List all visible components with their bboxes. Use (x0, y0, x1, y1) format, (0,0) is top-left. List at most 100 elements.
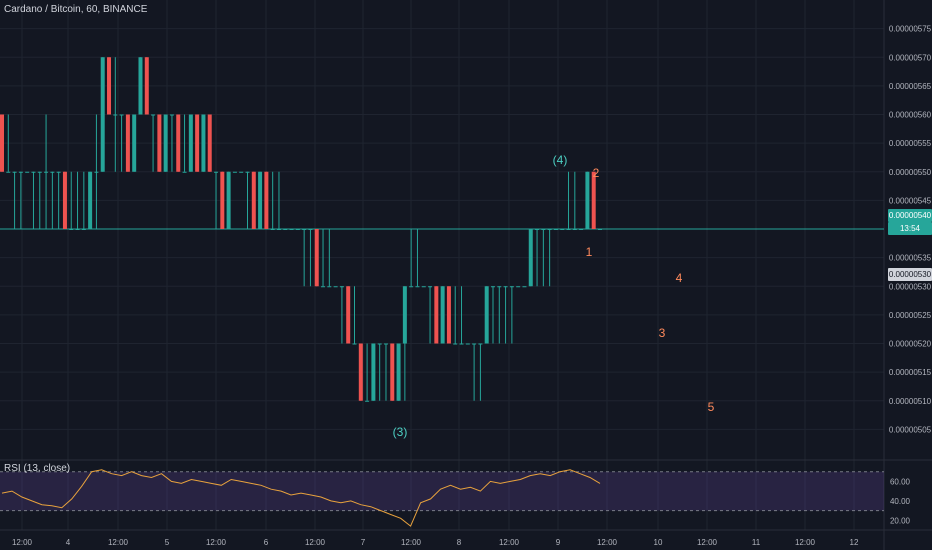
candle-body (119, 114, 124, 116)
rsi-tick-label: 60.00 (890, 477, 911, 486)
candle-body (295, 229, 300, 230)
y-tick-label: 0.00000535 (889, 254, 932, 263)
candle-body (541, 229, 546, 230)
x-tick-label: 12:00 (206, 538, 227, 547)
candle-body (346, 286, 351, 344)
candle-body (465, 343, 470, 345)
x-tick-label: 12:00 (12, 538, 33, 547)
x-tick-label: 12:00 (597, 538, 618, 547)
candle-body (516, 286, 521, 288)
candle-body (69, 229, 74, 230)
candle-body (88, 171, 93, 229)
rsi-line (1, 469, 601, 527)
x-tick-label: 7 (361, 538, 366, 547)
candle-body (321, 286, 326, 288)
candle-body (390, 343, 395, 401)
candle-body (270, 229, 275, 230)
candle-body (383, 343, 388, 345)
x-tick-label: 10 (654, 538, 663, 547)
candle-body (182, 171, 187, 173)
candle-body (459, 343, 464, 345)
x-tick-label: 9 (556, 538, 561, 547)
wave-label-3: (3) (393, 425, 408, 439)
candle-body (497, 286, 502, 288)
candle-body (409, 286, 414, 288)
rsi-title: RSI (13, close) (4, 463, 71, 474)
candle-body (314, 229, 319, 287)
candle-body (421, 286, 426, 288)
candle-body (258, 171, 263, 229)
candle-body (598, 229, 602, 230)
last-price-label: 0.00000540 (888, 209, 932, 222)
candle-body (365, 400, 370, 402)
y-tick-label: 0.00000530 (889, 282, 932, 291)
wave-label-3-minor: 3 (659, 326, 666, 340)
countdown-label: 13:54 (888, 222, 932, 235)
candle-body (522, 286, 527, 288)
candle-body (37, 171, 42, 173)
candle-body (94, 171, 99, 173)
candle-body (478, 343, 483, 345)
candle-body (352, 343, 357, 345)
candle-body (138, 57, 143, 115)
y-tick-label: 0.00000505 (889, 425, 932, 434)
candle-body (232, 171, 237, 173)
candle-body (201, 114, 206, 172)
candle-body (157, 114, 162, 172)
chart-title: Cardano / Bitcoin, 60, BINANCE (4, 4, 148, 15)
wave-label-4-minor: 4 (676, 271, 683, 285)
x-tick-label: 12:00 (401, 538, 422, 547)
candle-body (585, 171, 590, 229)
candle-body (415, 286, 420, 288)
candle-body (245, 171, 250, 173)
candle-body (358, 343, 363, 401)
candle-body (402, 286, 407, 344)
candle-body (75, 229, 80, 230)
candle-body (169, 114, 174, 116)
y-tick-label: 0.00000560 (889, 111, 932, 120)
candle-body (220, 171, 225, 229)
candle-body (560, 229, 565, 230)
y-tick-label: 0.00000575 (889, 25, 932, 34)
wave-label-2: 2 (593, 166, 600, 180)
candle-body (163, 114, 168, 172)
candle-body (503, 286, 508, 288)
candle-body (327, 286, 332, 288)
rsi-tick-label: 40.00 (890, 497, 911, 506)
candle-body (509, 286, 514, 288)
x-tick-label: 4 (66, 538, 71, 547)
candle-body (12, 171, 17, 173)
candle-body (446, 286, 451, 344)
candle-body (50, 171, 55, 173)
candle-body (591, 171, 596, 229)
candle-body (434, 286, 439, 344)
candle-body (276, 229, 281, 230)
candle-body (371, 343, 376, 401)
candle-body (107, 57, 112, 115)
candle-body (490, 286, 495, 288)
candle-body (535, 229, 540, 230)
candle-body (528, 229, 533, 287)
candle-body (579, 229, 584, 230)
candle-body (239, 171, 244, 173)
candle-body (100, 57, 105, 172)
candle-body (207, 114, 212, 172)
rsi-band-fill (0, 471, 884, 511)
candle-body (566, 229, 571, 230)
candle-body (151, 114, 156, 116)
x-tick-label: 8 (457, 538, 462, 547)
candle-body (144, 57, 149, 115)
candle-body (125, 114, 130, 172)
y-tick-label: 0.00000550 (889, 168, 932, 177)
candle-body (283, 229, 288, 230)
x-tick-label: 12:00 (108, 538, 129, 547)
candle-body (453, 343, 458, 345)
candle-body (377, 343, 382, 345)
x-tick-label: 5 (165, 538, 170, 547)
x-tick-label: 12:00 (305, 538, 326, 547)
candle-body (44, 171, 49, 173)
candle-body (18, 171, 23, 173)
y-tick-label: 0.00000515 (889, 368, 932, 377)
y-tick-label: 0.00000510 (889, 397, 932, 406)
